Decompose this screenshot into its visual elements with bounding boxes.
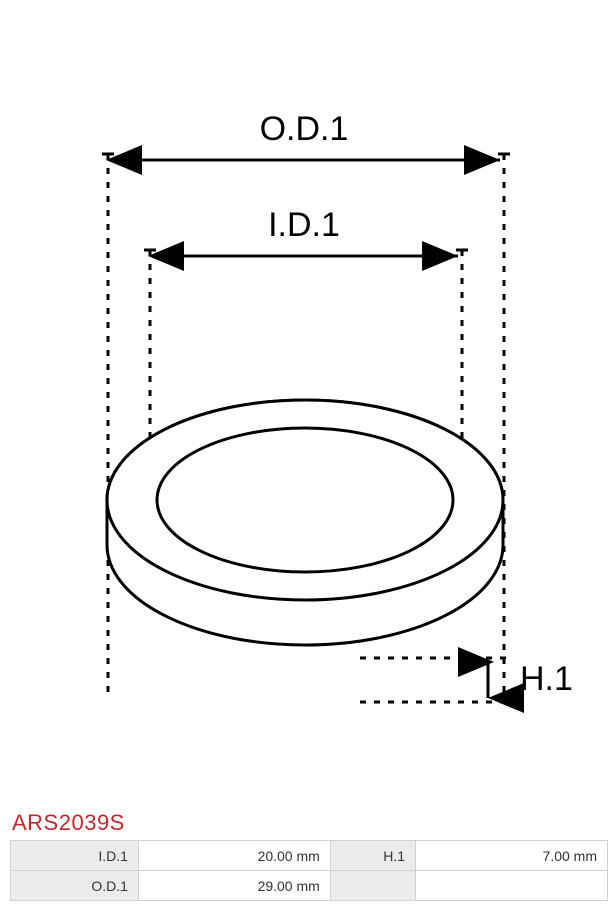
id1-label: I.D.1: [268, 206, 340, 244]
spec-value: 7.00 mm: [416, 841, 608, 871]
ring-top-inner: [157, 428, 453, 572]
spec-label: I.D.1: [11, 841, 139, 871]
spec-value: 29.00 mm: [138, 871, 330, 901]
ring-diagram: O.D.1 I.D.1 H.1: [0, 60, 608, 780]
spec-label: H.1: [330, 841, 415, 871]
spec-label: O.D.1: [11, 871, 139, 901]
spec-label: [330, 871, 415, 901]
spec-table: I.D.1 20.00 mm H.1 7.00 mm O.D.1 29.00 m…: [10, 840, 608, 901]
table-row: O.D.1 29.00 mm: [11, 871, 608, 901]
spec-value: 20.00 mm: [138, 841, 330, 871]
diagram-container: O.D.1 I.D.1 H.1: [0, 60, 608, 780]
table-row: I.D.1 20.00 mm H.1 7.00 mm: [11, 841, 608, 871]
od1-label: O.D.1: [260, 110, 349, 148]
spec-value: [416, 871, 608, 901]
h1-label: H.1: [520, 660, 573, 698]
part-number: ARS2039S: [12, 810, 125, 836]
